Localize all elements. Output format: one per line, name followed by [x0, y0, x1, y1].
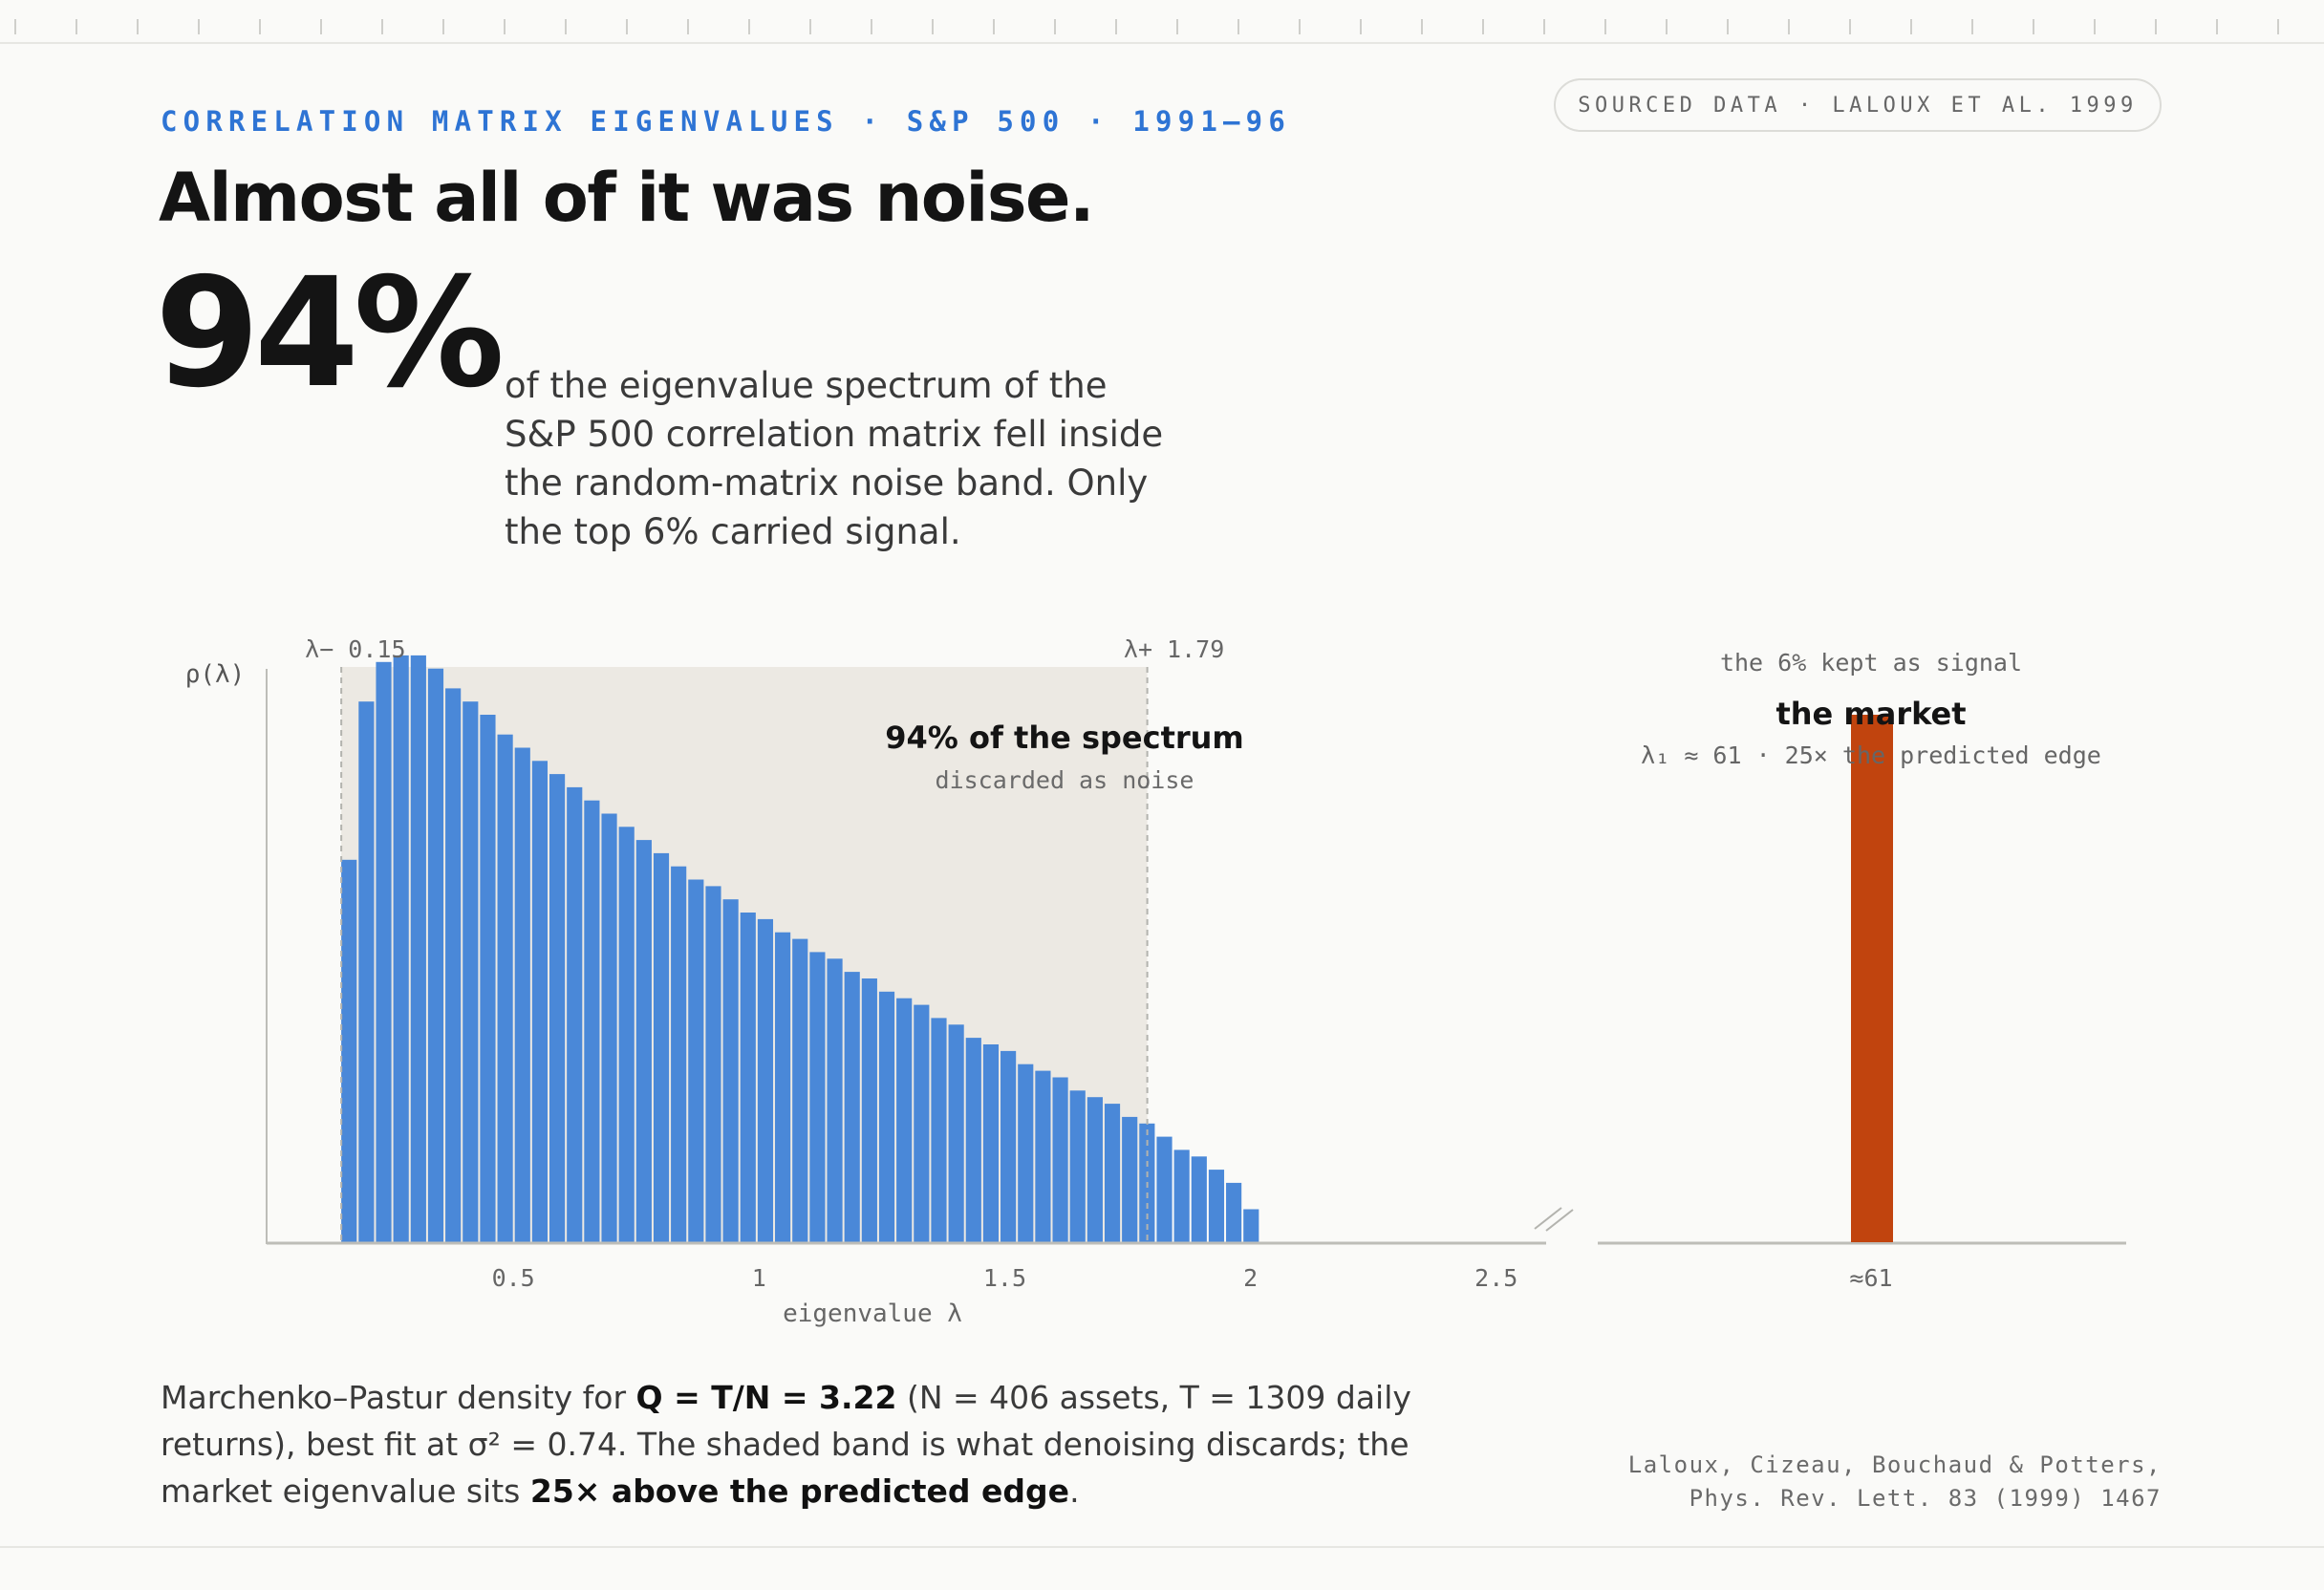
histogram-bar [914, 1004, 930, 1242]
axis-break-mark [1534, 1207, 1562, 1230]
histogram-bar [722, 899, 739, 1242]
x-tick-label: 2 [1243, 1264, 1258, 1292]
histogram-bar [844, 972, 860, 1242]
histogram-bar [861, 978, 877, 1242]
citation-line-2: Phys. Rev. Lett. 83 (1999) 1467 [1689, 1485, 2162, 1512]
histogram-bar [653, 852, 670, 1242]
histogram-bar [549, 774, 566, 1242]
histogram-bar [584, 800, 600, 1242]
lambda-minus-label: λ− 0.15 [305, 635, 405, 663]
signal-name: the market [1775, 696, 1966, 732]
histogram-bar [376, 661, 392, 1242]
histogram-bar [792, 938, 808, 1242]
histogram-bar [1052, 1077, 1068, 1242]
citation: Laloux, Cizeau, Bouchaud & Potters, Phys… [1628, 1449, 2162, 1515]
histogram-bar [1104, 1104, 1121, 1242]
histogram-bar [948, 1024, 964, 1242]
histogram-bar [1001, 1050, 1017, 1242]
histogram-bar [567, 786, 583, 1242]
axis-break-mark [1545, 1209, 1574, 1232]
histogram-bar [393, 655, 409, 1242]
histogram-bar [878, 991, 895, 1242]
histogram-bar [341, 859, 357, 1242]
histogram-bar [809, 952, 826, 1242]
caption-text-1: Marchenko–Pastur density for [161, 1379, 636, 1416]
histogram-bar [463, 701, 479, 1242]
top-tick-ruler [14, 19, 2279, 34]
x-tick-label: 1 [752, 1264, 766, 1292]
histogram-bar [635, 840, 652, 1242]
headline: Almost all of it was noise. [159, 159, 1095, 237]
histogram-bar [1173, 1150, 1190, 1242]
histogram-bar [514, 747, 530, 1242]
chart-caption: Marchenko–Pastur density for Q = T/N = 3… [161, 1374, 1517, 1515]
x-axis-title: eigenvalue λ [783, 1300, 962, 1328]
histogram-bar [965, 1038, 981, 1242]
caption-text-3: . [1069, 1472, 1080, 1510]
market-eigenvalue-bar [1851, 715, 1893, 1242]
lambda-plus-label: λ+ 1.79 [1124, 635, 1224, 663]
signal-header: the 6% kept as signal [1720, 649, 2022, 677]
big-stat: 94% [155, 246, 505, 421]
histogram-bar [1122, 1116, 1138, 1242]
histogram-bar [688, 879, 704, 1242]
y-axis-label: ρ(λ) [185, 660, 246, 689]
histogram-bar [445, 688, 462, 1242]
histogram-bar [982, 1044, 1000, 1242]
signal-note: λ₁ ≈ 61 · 25× the predicted edge [1641, 741, 2101, 769]
histogram-bar [497, 734, 513, 1242]
eigenvalue-chart: λ− 0.15 λ+ 1.79 94% of the spectrum discard… [185, 635, 2126, 1328]
histogram-bar [1191, 1156, 1207, 1242]
histogram-bar [1156, 1136, 1173, 1242]
histogram-bar [531, 761, 549, 1242]
top-rule [0, 42, 2324, 44]
histogram-bar [618, 827, 635, 1242]
histogram-bar [1226, 1182, 1242, 1242]
histogram-bar [1018, 1064, 1034, 1242]
histogram-bar [705, 886, 721, 1242]
histogram-bar [410, 655, 426, 1242]
histogram-bar [427, 668, 444, 1242]
histogram-bar [601, 813, 617, 1242]
band-subtitle: discarded as noise [936, 766, 1194, 794]
source-badge: SOURCED DATA · LALOUX ET AL. 1999 [1554, 78, 2162, 132]
histogram-bar [671, 866, 687, 1242]
caption-text-2: (N = 406 assets, T = 1309 daily returns)… [161, 1379, 1411, 1510]
histogram-bar [1208, 1170, 1225, 1242]
caption-bold-edge: 25× above the predicted edge [529, 1472, 1070, 1510]
histogram-bar [480, 715, 496, 1242]
histogram-bar [931, 1018, 947, 1242]
histogram-bar [896, 998, 913, 1242]
histogram-bar [740, 913, 756, 1242]
histogram-bar [1243, 1209, 1259, 1242]
histogram-bar [757, 918, 774, 1242]
histogram-bar [358, 701, 375, 1242]
histogram-bar [775, 932, 791, 1242]
histogram-bar [1087, 1097, 1103, 1242]
x-tick-label: 0.5 [492, 1264, 535, 1292]
band-title: 94% of the spectrum [885, 720, 1244, 756]
signal-tick-label: ≈61 [1849, 1264, 1892, 1292]
bottom-rule [0, 1546, 2324, 1548]
chart-kicker: CORRELATION MATRIX EIGENVALUES · S&P 500… [161, 105, 1291, 138]
stat-description: of the eigenvalue spectrum of the S&P 50… [505, 365, 1164, 552]
x-tick-label: 1.5 [983, 1264, 1026, 1292]
citation-line-1: Laloux, Cizeau, Bouchaud & Potters, [1627, 1451, 2162, 1478]
histogram-bar [1069, 1090, 1086, 1242]
caption-bold-q: Q = T/N = 3.22 [635, 1379, 897, 1416]
histogram-bar [1035, 1070, 1051, 1242]
histogram-bar [827, 958, 843, 1242]
x-tick-label: 2.5 [1474, 1264, 1517, 1292]
